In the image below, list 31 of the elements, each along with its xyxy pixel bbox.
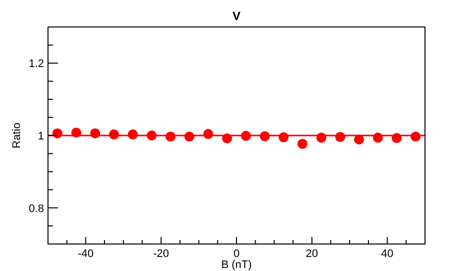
point [146, 130, 157, 140]
y-tick-label: 1.2 [28, 58, 44, 70]
x-tick-label: 20 [306, 248, 318, 260]
x-tick-label: -20 [153, 248, 170, 260]
point [166, 132, 176, 142]
point [240, 130, 251, 141]
point [410, 132, 421, 142]
x-axis-title: B (nT) [221, 259, 252, 271]
x-tick-label: 40 [381, 248, 394, 260]
x-tick-label: -40 [78, 248, 94, 260]
point [297, 138, 308, 149]
point [316, 132, 326, 143]
point [184, 132, 194, 142]
point [128, 129, 138, 140]
point [260, 131, 270, 142]
point [392, 133, 402, 144]
point [108, 129, 119, 140]
chart-title: V [232, 9, 241, 23]
point [372, 132, 383, 143]
point [335, 132, 346, 142]
point [222, 133, 232, 144]
point [354, 134, 364, 144]
y-tick-label: 1 [38, 130, 44, 142]
y-axis-title: Ratio [11, 122, 23, 148]
point [90, 128, 100, 138]
point [71, 128, 82, 138]
y-tick-label: 0.8 [28, 202, 44, 215]
point [52, 128, 62, 138]
point [278, 132, 289, 142]
x-tick-label: 0 [233, 248, 240, 260]
point [203, 129, 214, 140]
